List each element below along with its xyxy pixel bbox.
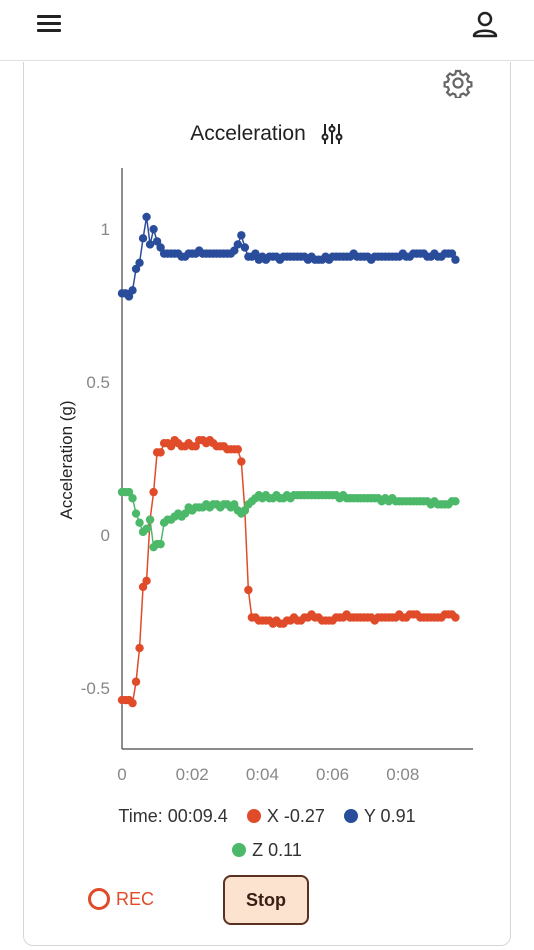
data-point-z [240,506,250,515]
chart-title-row: Acceleration [0,122,534,146]
data-point-x [237,457,246,466]
x-tick-label: 0:02 [176,765,209,784]
data-point-x [138,582,148,592]
acceleration-chart: Acceleration (g) 1 0.5 0 -0.5 0 0:02 0:04 0:06 0… [57,168,473,784]
series-x [117,435,460,708]
data-point-z [131,509,141,518]
record-ring-icon [88,888,110,910]
data-point-x [233,445,243,454]
x-tick-label: 0:06 [316,765,349,784]
data-point-y [128,286,137,295]
z-series-dot [232,843,247,857]
top-app-bar [0,0,534,61]
data-point-x [142,576,151,586]
data-point-y [135,258,144,267]
data-point-y [152,237,162,246]
data-point-y [233,240,243,249]
data-point-z [145,515,155,524]
z-series-readout: Z 0.11 [252,840,302,860]
tune-sliders-icon[interactable] [320,122,344,146]
data-point-z [451,497,460,506]
data-point-y [149,224,158,234]
data-point-y [131,264,141,274]
x-series-readout: X -0.27 [266,806,325,826]
gear-icon[interactable] [443,68,473,99]
series-line-x [122,438,456,705]
series-y [117,212,460,301]
data-point-y [142,212,151,222]
rec-label: REC [116,888,155,909]
series-z [117,487,460,552]
stop-button[interactable]: Stop [223,875,309,925]
data-point-x [244,585,253,595]
x-tick-label: 0:08 [386,765,419,784]
y-tick-label: -0.5 [81,679,110,698]
legend-row-1: Time: 00:09.4 X -0.27 Y 0.91 [0,806,534,827]
data-point-x [128,698,137,708]
rec-button[interactable]: REC [88,888,154,910]
data-point-y [138,234,148,243]
data-point-y [230,246,239,255]
data-point-z [180,509,190,518]
data-point-z [124,487,134,497]
data-point-x [451,613,460,622]
data-point-y [447,249,457,258]
y-series-dot [343,809,358,823]
chart-title: Acceleration [190,122,306,145]
user-icon[interactable] [470,10,500,40]
data-point-x [131,677,141,686]
data-point-y [124,292,134,301]
data-point-y [237,231,246,240]
data-point-x [149,487,158,497]
x-tick-label: 0 [117,765,126,784]
data-point-z [135,518,144,527]
x-tick-label: 0:04 [246,765,279,784]
data-point-y [240,243,250,252]
data-point-x [135,643,144,653]
y-tick-label: 1 [101,220,110,239]
data-point-x [191,442,200,451]
y-tick-label: 0 [101,526,110,545]
data-point-y [451,255,460,264]
data-point-x [156,448,165,457]
data-point-z [156,539,165,549]
y-tick-label: 0.5 [86,373,110,392]
data-point-z [230,500,239,509]
data-point-x [166,442,176,451]
data-point-y [251,249,260,258]
hamburger-menu-icon[interactable] [36,13,64,35]
legend-row-2: Z 0.11 [0,840,534,861]
y-axis-label: Acceleration (g) [57,400,76,519]
time-readout: Time: 00:09.4 [118,806,228,826]
y-series-readout: Y 0.91 [363,806,416,826]
x-series-dot [246,809,261,823]
data-point-y [156,243,165,252]
data-point-z [128,494,137,503]
data-point-y [145,240,155,249]
data-point-z [142,524,151,534]
